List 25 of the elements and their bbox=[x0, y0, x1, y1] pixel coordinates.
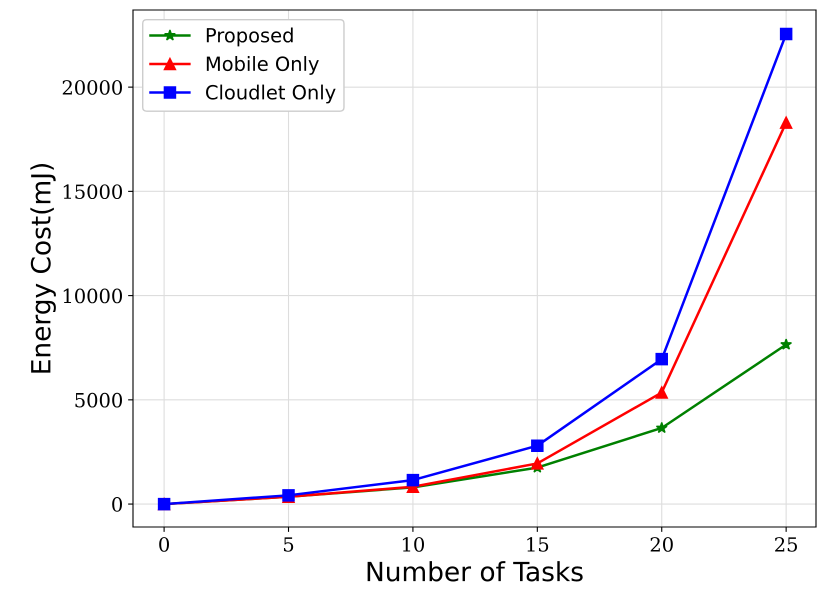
point bbox=[655, 352, 668, 366]
x-axis-title: Number of Tasks bbox=[368, 561, 583, 582]
x-tick-label: 25 bbox=[775, 537, 798, 552]
y-tick-label: 0 bbox=[112, 497, 122, 512]
x-tick-label: 20 bbox=[650, 537, 673, 552]
y-tick-label: 10000 bbox=[64, 288, 122, 304]
y-tick-label: 15000 bbox=[64, 184, 122, 200]
point bbox=[531, 439, 544, 452]
point bbox=[656, 422, 668, 434]
y-tick-label: 5000 bbox=[75, 392, 122, 408]
x-tick-label: 5 bbox=[284, 537, 294, 552]
point bbox=[780, 338, 792, 350]
x-tick-label: 0 bbox=[159, 537, 169, 552]
legend-label: Mobile Only bbox=[206, 56, 319, 75]
point bbox=[406, 474, 420, 486]
legend-label: Cloudlet Only bbox=[206, 84, 336, 104]
point bbox=[780, 28, 792, 40]
y-axis-title: Energy Cost(mJ) bbox=[30, 164, 56, 373]
y-tick-label: 20000 bbox=[62, 80, 122, 95]
x-tick-label: 10 bbox=[402, 537, 424, 552]
point bbox=[780, 116, 792, 129]
legend-label: Proposed bbox=[206, 28, 293, 46]
point bbox=[531, 457, 544, 470]
x-tick-label: 15 bbox=[527, 537, 548, 552]
point bbox=[655, 386, 668, 399]
